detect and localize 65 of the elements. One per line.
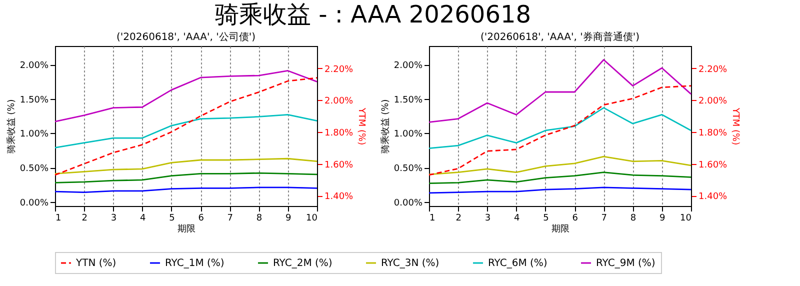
chart-title: ('20260618', 'AAA', '公司债') <box>116 31 256 43</box>
y-tick-label: 0.50% <box>20 164 49 174</box>
x-tick-label: 7 <box>601 214 608 224</box>
text: 骑乘收益 - : AAA 20260618 <box>214 0 532 28</box>
x-tick-label: 9 <box>286 214 292 224</box>
legend-label: YTN (%) <box>75 258 116 269</box>
y-tick-label: 2.00% <box>20 61 49 72</box>
y2-tick-label: 2.00% <box>324 96 354 107</box>
x-tick-label: 9 <box>660 214 666 224</box>
line-series <box>54 172 318 184</box>
x-tick-label: 10 <box>680 214 692 224</box>
line-series <box>428 85 692 176</box>
chart-title: ('20260618', 'AAA', '券商普通债') <box>480 31 640 43</box>
legend-label: RYC_1M (%) <box>165 258 224 269</box>
line-series <box>428 107 692 150</box>
y-tick-label: 0.00% <box>20 198 49 208</box>
x-axis-title: 期限 <box>552 224 570 234</box>
x-tick-label: 6 <box>572 214 578 224</box>
x-tick-label: 8 <box>256 214 262 224</box>
y2-tick-label: 2.20% <box>698 64 728 75</box>
y2-axis-title: YTM (%) <box>356 106 366 146</box>
legend-label: RYC_2M (%) <box>273 258 332 269</box>
line-series <box>428 59 692 123</box>
x-tick-label: 6 <box>198 214 204 224</box>
y-tick-label: 2.00% <box>394 61 423 72</box>
x-tick-label: 5 <box>543 214 549 224</box>
x-tick-label: 3 <box>484 214 491 224</box>
y-tick-label: 0.00% <box>394 198 423 208</box>
y2-tick-label: 1.40% <box>698 192 728 202</box>
legend-label: RYC_9M (%) <box>596 258 656 269</box>
x-tick-label: 5 <box>169 214 175 224</box>
x-tick-label: 3 <box>110 214 117 224</box>
line-series <box>428 156 692 176</box>
y2-tick-label: 2.00% <box>698 96 728 107</box>
line-series <box>54 114 318 148</box>
x-tick-label: 4 <box>140 214 146 224</box>
x-tick-label: 10 <box>306 214 318 224</box>
y-tick-label: 1.00% <box>20 130 49 140</box>
y-tick-label: 1.00% <box>394 130 423 140</box>
line-series <box>428 172 692 184</box>
legend-label: RYC_6M (%) <box>488 258 548 269</box>
y-axis-title: 骑乘收益 (%) <box>6 99 17 154</box>
y-tick-label: 0.50% <box>394 164 423 174</box>
x-tick-label: 2 <box>456 214 462 224</box>
y-axis-title: 骑乘收益 (%) <box>380 99 391 154</box>
y2-tick-label: 2.20% <box>324 64 354 75</box>
y2-tick-label: 1.60% <box>324 160 354 170</box>
y2-axis-title: YTM (%) <box>730 106 740 146</box>
x-tick-label: 7 <box>227 214 234 224</box>
line-series <box>54 70 318 122</box>
y2-tick-label: 1.60% <box>698 160 728 170</box>
line-series <box>54 158 318 174</box>
x-tick-label: 1 <box>56 214 62 224</box>
x-tick-label: 8 <box>630 214 636 224</box>
x-tick-label: 2 <box>82 214 88 224</box>
legend-label: RYC_3N (%) <box>381 258 440 269</box>
line-series <box>54 77 318 176</box>
y2-tick-label: 1.80% <box>698 128 728 138</box>
y2-tick-label: 1.40% <box>324 192 354 202</box>
y-tick-label: 1.50% <box>394 95 423 106</box>
x-tick-label: 1 <box>430 214 436 224</box>
y-tick-label: 1.50% <box>20 95 49 106</box>
y2-tick-label: 1.80% <box>324 128 354 138</box>
x-tick-label: 4 <box>514 214 520 224</box>
x-axis-title: 期限 <box>178 224 196 234</box>
